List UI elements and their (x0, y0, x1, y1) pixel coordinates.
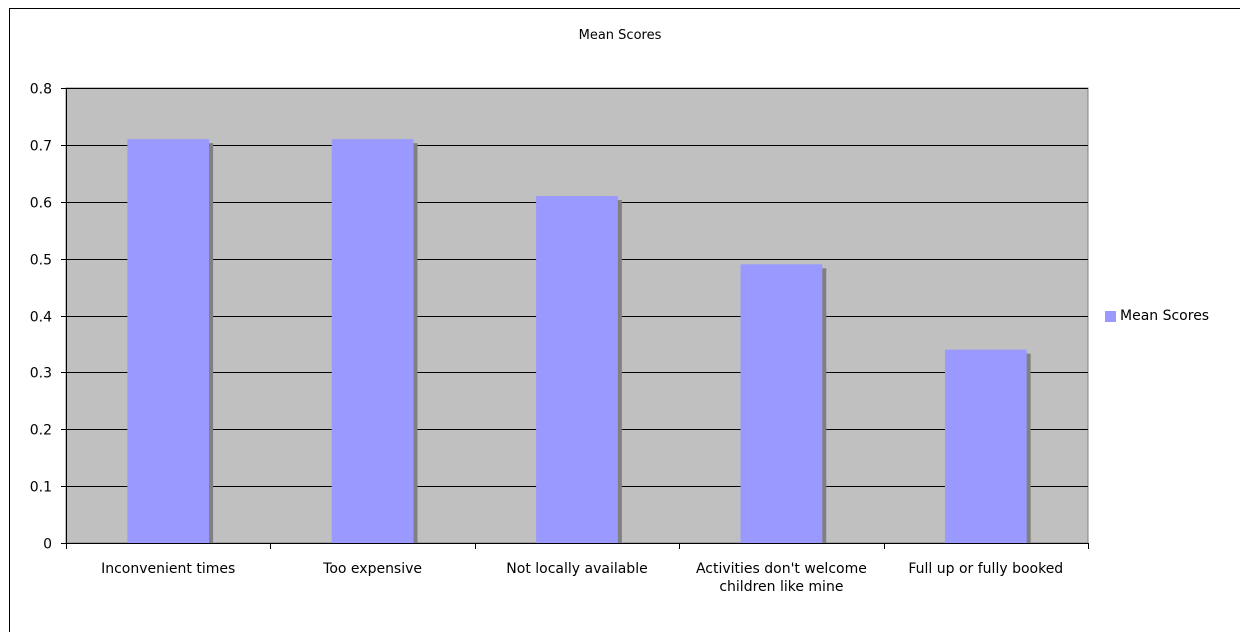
y-tick-label: 0.4 (30, 310, 52, 326)
y-tick-label: 0.3 (30, 366, 52, 382)
bar (127, 139, 210, 543)
legend: Mean Scores (1105, 308, 1209, 324)
x-tick-label: Not locally available (506, 561, 648, 577)
x-tick-label: Inconvenient times (101, 561, 236, 577)
y-tick-label: 0.2 (30, 423, 52, 439)
y-tick-label: 0.8 (30, 82, 52, 98)
x-tick-label: Too expensive (323, 561, 423, 577)
y-tick-label: 0 (43, 537, 52, 553)
x-tick-label: Activities don't welcome children like m… (695, 561, 867, 595)
chart-title: Mean Scores (578, 28, 662, 43)
y-tick-label: 0.1 (30, 480, 52, 496)
legend-label: Mean Scores (1120, 308, 1210, 324)
y-tick-label: 0.6 (30, 196, 52, 212)
bar (536, 196, 618, 543)
bar (740, 264, 823, 543)
y-tick-label: 0.5 (30, 253, 52, 269)
bar (944, 349, 1027, 543)
bar (331, 139, 414, 543)
x-tick-label: Full up or fully booked (908, 561, 1064, 577)
legend-swatch (1105, 310, 1116, 322)
y-tick-label: 0.7 (30, 139, 52, 155)
